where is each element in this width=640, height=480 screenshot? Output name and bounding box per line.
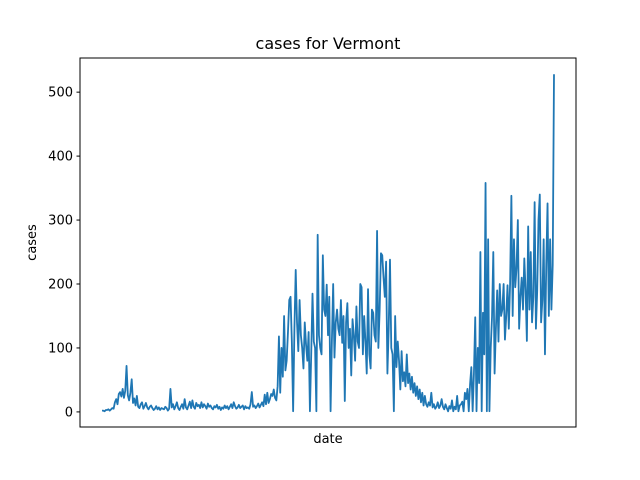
plot-frame xyxy=(79,57,577,428)
y-tick-label: 500 xyxy=(48,86,73,101)
y-tick-label: 0 xyxy=(65,405,73,420)
y-tick-label: 100 xyxy=(48,341,73,356)
x-axis-label: date xyxy=(313,432,342,447)
y-tick-label: 200 xyxy=(48,278,73,293)
series-line xyxy=(102,74,555,413)
y-axis-label: cases xyxy=(25,224,40,261)
y-axis-ticks: 0 100 200 300 400 500 xyxy=(48,86,80,420)
y-tick-label: 400 xyxy=(48,150,73,165)
y-tick-label: 300 xyxy=(48,214,73,229)
chart-title: cases for Vermont xyxy=(256,34,401,53)
